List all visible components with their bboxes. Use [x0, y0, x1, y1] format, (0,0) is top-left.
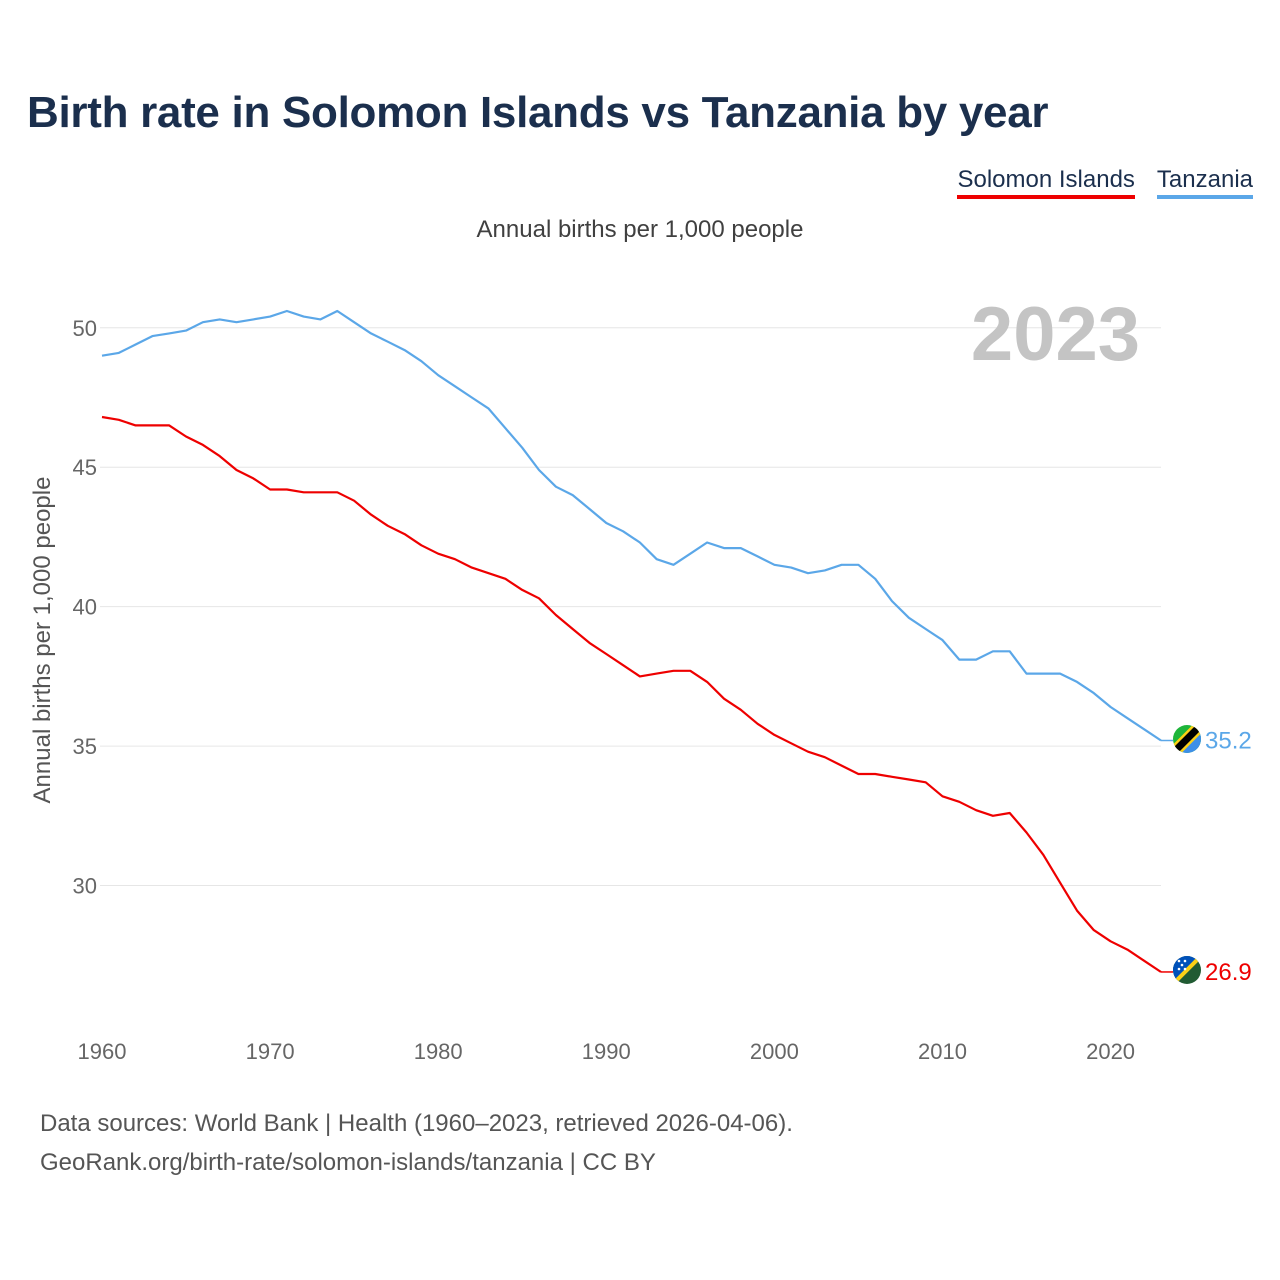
series-line-solomon-islands — [101, 415, 1162, 973]
footer-sources: Data sources: World Bank | Health (1960–… — [40, 1110, 793, 1137]
end-value-label-solomon-islands: 26.9 — [1205, 959, 1252, 986]
legend-item-solomon-islands[interactable]: Solomon Islands — [957, 166, 1135, 199]
x-tick-label: 2000 — [750, 1039, 799, 1064]
end-value-label-tanzania: 35.2 — [1205, 727, 1252, 754]
x-tick-label: 2020 — [1086, 1039, 1135, 1064]
y-axis-ticks: 30 35 40 45 50 — [73, 316, 97, 899]
y-tick-label: 30 — [73, 874, 97, 899]
series-layer: 26.9 35.2 — [101, 309, 1252, 986]
x-tick-label: 1980 — [414, 1039, 463, 1064]
y-tick-label: 35 — [73, 734, 97, 759]
y-axis-label: Annual births per 1,000 people — [29, 477, 56, 804]
year-watermark: 2023 — [971, 292, 1140, 377]
x-tick-label: 2010 — [918, 1039, 967, 1064]
tanzania-flag-icon — [1173, 725, 1201, 753]
y-tick-label: 40 — [73, 595, 97, 620]
chart-subtitle: Annual births per 1,000 people — [476, 216, 804, 243]
x-tick-label: 1960 — [78, 1039, 127, 1064]
footer: Data sources: World Bank | Health (1960–… — [40, 1104, 793, 1182]
y-tick-label: 45 — [73, 455, 97, 480]
series-line-tanzania — [101, 309, 1162, 742]
legend-item-tanzania[interactable]: Tanzania — [1156, 166, 1253, 199]
x-tick-label: 1970 — [246, 1039, 295, 1064]
chart-title: Birth rate in Solomon Islands vs Tanzani… — [27, 88, 1049, 137]
x-axis-ticks: 1960 1970 1980 1990 2000 2010 2020 — [78, 1039, 1136, 1064]
y-tick-label: 50 — [73, 316, 97, 341]
solomon-islands-flag-icon — [1173, 956, 1201, 984]
gridlines — [100, 327, 1161, 887]
footer-url: GeoRank.org/birth-rate/solomon-islands/t… — [40, 1149, 656, 1176]
x-tick-label: 1990 — [582, 1039, 631, 1064]
legend: Solomon Islands Tanzania — [957, 166, 1253, 199]
